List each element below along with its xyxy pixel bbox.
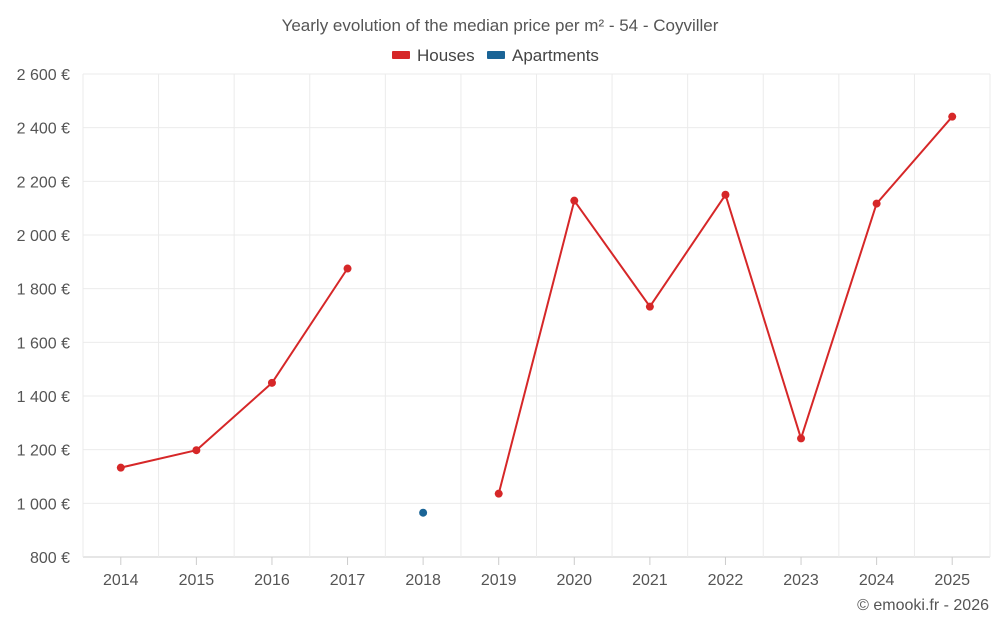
x-tick-label: 2025	[934, 572, 970, 589]
grid	[82, 73, 991, 558]
x-tick-label: 2022	[708, 572, 744, 589]
x-tick-label: 2015	[179, 572, 215, 589]
data-point-houses-2016[interactable]	[267, 378, 276, 387]
series-houses	[116, 112, 957, 498]
x-tick-label: 2023	[783, 572, 819, 589]
legend-swatch-apartments	[487, 51, 505, 59]
y-axis-ticks: 800 € 1 000 € 1 200 € 1 400 € 1 600 € 1 800 €…	[17, 67, 70, 567]
x-tick-label: 2020	[556, 572, 592, 589]
x-tick-label: 2019	[481, 572, 517, 589]
data-point-houses-2019[interactable]	[494, 489, 503, 498]
legend[interactable]: Houses Apartments	[392, 46, 599, 65]
legend-swatch-houses	[392, 51, 410, 59]
x-tick-label: 2017	[330, 572, 366, 589]
credit-text: © emooki.fr - 2026	[857, 597, 989, 614]
legend-item-houses[interactable]: Houses	[392, 46, 475, 65]
x-tick-label: 2024	[859, 572, 895, 589]
x-tick-label: 2016	[254, 572, 290, 589]
data-point-houses-2015[interactable]	[192, 446, 201, 455]
x-tick-label: 2018	[405, 572, 441, 589]
y-tick-label: 2 000 €	[17, 228, 70, 245]
data-point-apartments-2018[interactable]	[419, 508, 428, 517]
y-tick-label: 800 €	[30, 550, 70, 567]
chart-title: Yearly evolution of the median price per…	[282, 16, 719, 35]
legend-label-apartments: Apartments	[512, 46, 599, 65]
data-point-houses-2014[interactable]	[116, 463, 125, 472]
series-apartments	[419, 508, 428, 517]
data-point-houses-2023[interactable]	[797, 434, 806, 443]
y-tick-label: 1 000 €	[17, 496, 70, 513]
data-point-houses-2021[interactable]	[645, 302, 654, 311]
x-tick-label: 2021	[632, 572, 668, 589]
series-line-houses	[120, 267, 349, 469]
data-point-houses-2020[interactable]	[570, 196, 579, 205]
series-line-houses	[497, 116, 953, 494]
y-tick-label: 1 600 €	[17, 335, 70, 352]
legend-item-apartments[interactable]: Apartments	[487, 46, 599, 65]
data-point-houses-2017[interactable]	[343, 264, 352, 273]
y-tick-label: 2 400 €	[17, 121, 70, 138]
x-tick-label: 2014	[103, 572, 139, 589]
y-tick-label: 1 200 €	[17, 443, 70, 460]
legend-label-houses: Houses	[417, 46, 475, 65]
y-tick-label: 1 800 €	[17, 282, 70, 299]
y-tick-label: 1 400 €	[17, 389, 70, 406]
data-point-houses-2024[interactable]	[872, 199, 881, 208]
series	[116, 112, 957, 517]
y-tick-label: 2 200 €	[17, 174, 70, 191]
x-axis-ticks: 2014 2015 2016 2017 2018 2019 2020 2021 2022 2023…	[103, 557, 970, 589]
data-point-houses-2025[interactable]	[948, 112, 957, 121]
y-tick-label: 2 600 €	[17, 67, 70, 84]
data-point-houses-2022[interactable]	[721, 190, 730, 199]
